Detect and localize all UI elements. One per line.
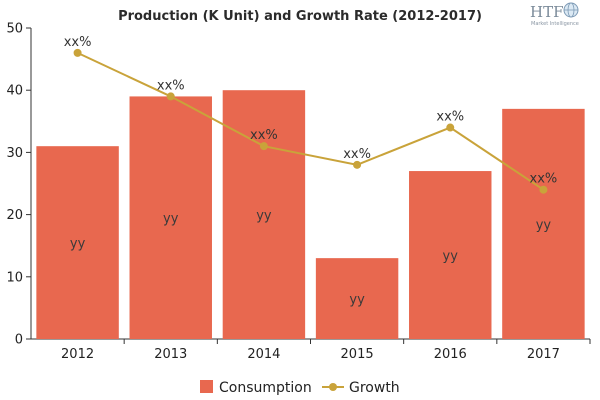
x-tick-label: 2015 — [341, 347, 374, 362]
y-tick-label: 0 — [15, 333, 23, 348]
x-tick-label: 2012 — [61, 347, 94, 362]
growth-data-label: xx% — [157, 78, 185, 93]
growth-point-2012 — [73, 48, 82, 57]
bar-consumption-2017 — [502, 108, 585, 339]
chart-title: Production (K Unit) and Growth Rate (201… — [118, 9, 482, 24]
axes: 0 10 20 30 40 50 2012 2013 2014 2015 2016 2017 — [6, 22, 591, 362]
growth-line-group: xx% xx% xx% xx% xx% xx% — [64, 35, 558, 194]
bar-labels: yy yy yy yy yy yy — [70, 209, 552, 308]
growth-data-label: xx% — [64, 35, 92, 50]
legend-label-growth: Growth — [349, 380, 400, 396]
x-tick-label: 2016 — [434, 347, 467, 362]
logo: HTF Market Intelligence — [530, 2, 579, 27]
y-tick-label: 10 — [6, 270, 23, 285]
growth-point-2017 — [539, 185, 548, 194]
y-tick-label: 30 — [6, 146, 23, 161]
bar-consumption-2015 — [315, 258, 399, 339]
y-tick-label: 20 — [6, 208, 23, 223]
bar-data-label: yy — [443, 249, 459, 264]
bar-data-label: yy — [163, 212, 179, 227]
growth-point-2016 — [446, 123, 455, 132]
growth-point-2013 — [166, 92, 175, 101]
legend-swatch-consumption — [200, 380, 213, 393]
bar-consumption-2016 — [409, 171, 492, 339]
logo-subtext: Market Intelligence — [531, 21, 579, 27]
x-tick-label: 2017 — [527, 347, 560, 362]
growth-data-label: xx% — [530, 172, 558, 187]
growth-line — [77, 51, 544, 191]
legend: Consumption Growth — [200, 380, 400, 396]
logo-text: HTF — [530, 3, 564, 21]
legend-label-consumption: Consumption — [219, 380, 312, 396]
x-tick-label: 2013 — [154, 347, 187, 362]
bar-consumption-2012 — [36, 146, 119, 339]
y-tick-label: 50 — [6, 22, 23, 37]
growth-data-label: xx% — [436, 110, 464, 125]
growth-point-2015 — [353, 160, 362, 169]
x-tick-label: 2014 — [247, 347, 280, 362]
bar-data-label: yy — [349, 293, 365, 308]
growth-data-label: xx% — [343, 147, 371, 162]
growth-point-2014 — [259, 142, 268, 151]
growth-data-label: xx% — [250, 128, 278, 143]
bar-data-label: yy — [256, 209, 272, 224]
globe-icon — [563, 2, 579, 18]
bar-data-label: yy — [536, 218, 552, 233]
legend-marker-growth — [329, 383, 337, 391]
y-tick-label: 40 — [6, 84, 23, 99]
bar-data-label: yy — [70, 237, 86, 252]
bar-consumption-2013 — [129, 96, 212, 339]
bars — [36, 90, 585, 339]
